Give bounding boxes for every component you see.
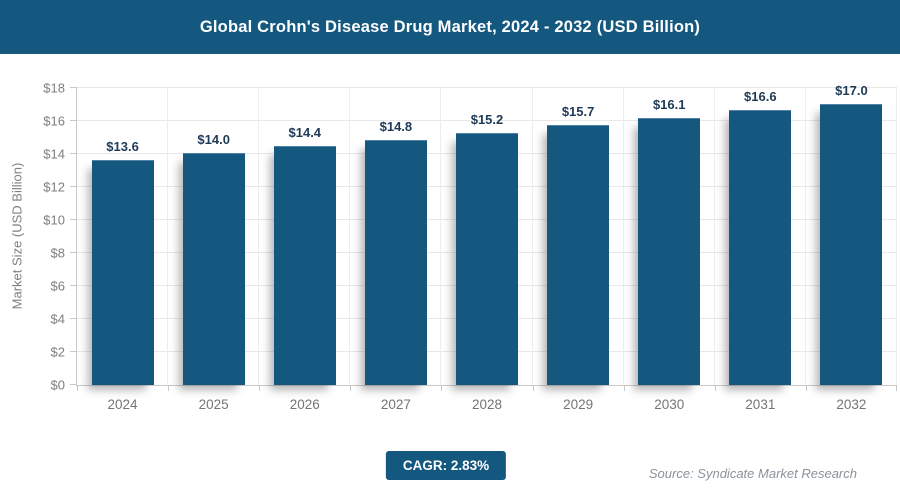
bar-slot: $15.7 2029: [533, 88, 624, 412]
bar-slot: $14.8 2027: [350, 88, 441, 412]
bar: [729, 110, 792, 385]
bar: [820, 103, 883, 385]
bar-slot: $14.0 2025: [168, 88, 259, 412]
y-axis-tick: [70, 384, 77, 385]
bar-value-label: $16.6: [744, 89, 777, 105]
x-axis-tick: [532, 385, 534, 391]
y-axis-tick-label: $6: [50, 278, 65, 294]
vertical-gridline: [804, 88, 806, 385]
x-axis-category-label: 2024: [107, 397, 138, 412]
y-axis-tick: [70, 285, 77, 286]
x-axis-category-label: 2029: [563, 397, 594, 412]
y-axis-tick-label: $0: [50, 377, 65, 393]
vertical-gridline: [531, 88, 533, 385]
horizontal-gridline: [77, 87, 897, 88]
plot-area: $0 $2 $4 $6 $8 $10 $12 $14 $16 $18 $13.6 2024 $14.0 2…: [43, 81, 897, 412]
bar: [456, 133, 518, 385]
bar: [638, 118, 701, 385]
y-axis-title: Market Size (USD Billion): [9, 162, 25, 310]
chart-title: Global Crohn's Disease Drug Market, 2024…: [199, 17, 701, 36]
x-axis-category-label: 2025: [198, 397, 229, 412]
bar-slot: $13.6 2024: [77, 88, 168, 412]
vertical-gridline: [440, 88, 442, 385]
x-axis-tick: [896, 385, 897, 391]
y-axis-tick: [70, 252, 77, 254]
bar-value-label: $17.0: [835, 82, 868, 98]
bar: [364, 139, 427, 385]
cagr-badge: CAGR: 2.83%: [385, 451, 507, 480]
y-axis-tick: [70, 219, 77, 220]
y-axis-tick: [70, 153, 77, 154]
bar-value-label: $15.7: [561, 103, 595, 119]
bar: [91, 159, 154, 385]
vertical-gridline: [896, 88, 897, 385]
y-axis-tick-label: $10: [43, 212, 65, 228]
y-axis-tick-label: $8: [50, 245, 65, 261]
x-axis-category-label: 2028: [471, 397, 503, 412]
y-axis-tick-label: $14: [43, 146, 65, 162]
y-axis-tick: [70, 120, 77, 122]
x-axis-category-label: 2030: [654, 397, 685, 412]
x-axis-tick: [623, 385, 625, 391]
x-axis-category-label: 2026: [289, 397, 320, 412]
bar: [273, 146, 336, 385]
bar-value-label: $14.8: [379, 118, 413, 134]
x-axis-category-label: 2031: [745, 397, 776, 412]
y-axis-tick: [70, 87, 77, 88]
y-axis-tick-label: $18: [43, 80, 65, 96]
y-axis-tick: [70, 186, 77, 187]
bar-value-label: $14.4: [288, 125, 322, 141]
bar-value-label: $16.1: [652, 97, 686, 113]
x-axis-tick: [77, 385, 78, 391]
horizontal-gridline: [77, 120, 897, 122]
x-axis-tick: [259, 385, 261, 391]
bar-slot: $15.2 2028: [441, 88, 532, 412]
x-axis-tick: [350, 385, 352, 391]
chart-title-bar: Global Crohn's Disease Drug Market, 2024…: [0, 0, 900, 54]
y-axis-tick: [70, 318, 77, 320]
x-axis-category-label: 2032: [836, 397, 867, 412]
y-axis-tick-label: $16: [43, 113, 65, 129]
x-axis-category-label: 2027: [380, 397, 411, 412]
vertical-gridline: [167, 88, 169, 385]
y-axis-tick-label: $4: [50, 311, 65, 327]
vertical-gridline: [258, 88, 260, 385]
x-axis-tick: [441, 385, 443, 391]
bar-value-label: $13.6: [106, 138, 139, 154]
bar-slot: $16.1 2030: [624, 88, 715, 412]
x-axis-tick: [168, 385, 170, 391]
vertical-gridline: [622, 88, 624, 385]
bar: [547, 124, 610, 385]
vertical-gridline: [349, 88, 351, 385]
bar-slot: $16.6 2031: [715, 88, 806, 412]
bar-value-label: $15.2: [470, 112, 504, 128]
y-axis-tick-label: $12: [43, 179, 65, 195]
bar-slot: $14.4 2026: [259, 88, 350, 412]
source-note: Source: Syndicate Market Research: [648, 466, 857, 481]
y-axis-tick-label: $2: [50, 344, 65, 360]
x-axis-tick: [805, 385, 807, 391]
bar: [182, 153, 245, 385]
bar-value-label: $14.0: [197, 132, 230, 147]
x-axis-tick: [714, 385, 716, 391]
bar-slot: $17.0 2032: [806, 83, 897, 412]
vertical-gridline: [713, 88, 715, 385]
y-axis-tick: [70, 351, 77, 353]
